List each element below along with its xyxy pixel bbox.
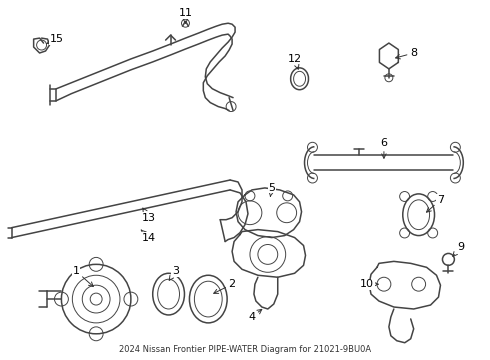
Text: 2024 Nissan Frontier PIPE-WATER Diagram for 21021-9BU0A: 2024 Nissan Frontier PIPE-WATER Diagram … [119,345,371,354]
Text: 8: 8 [395,48,417,59]
Text: 2: 2 [214,279,236,293]
Text: 13: 13 [142,208,156,223]
Text: 11: 11 [178,8,193,23]
Text: 7: 7 [426,195,444,212]
Text: 15: 15 [47,34,64,44]
Text: 9: 9 [453,243,464,256]
Text: 4: 4 [248,309,262,322]
Text: 1: 1 [73,266,93,287]
Text: 10: 10 [360,279,378,289]
Text: 3: 3 [169,266,179,280]
Text: 14: 14 [141,230,156,243]
Text: 5: 5 [269,183,275,197]
Text: 12: 12 [288,54,302,69]
Text: 6: 6 [380,138,388,158]
